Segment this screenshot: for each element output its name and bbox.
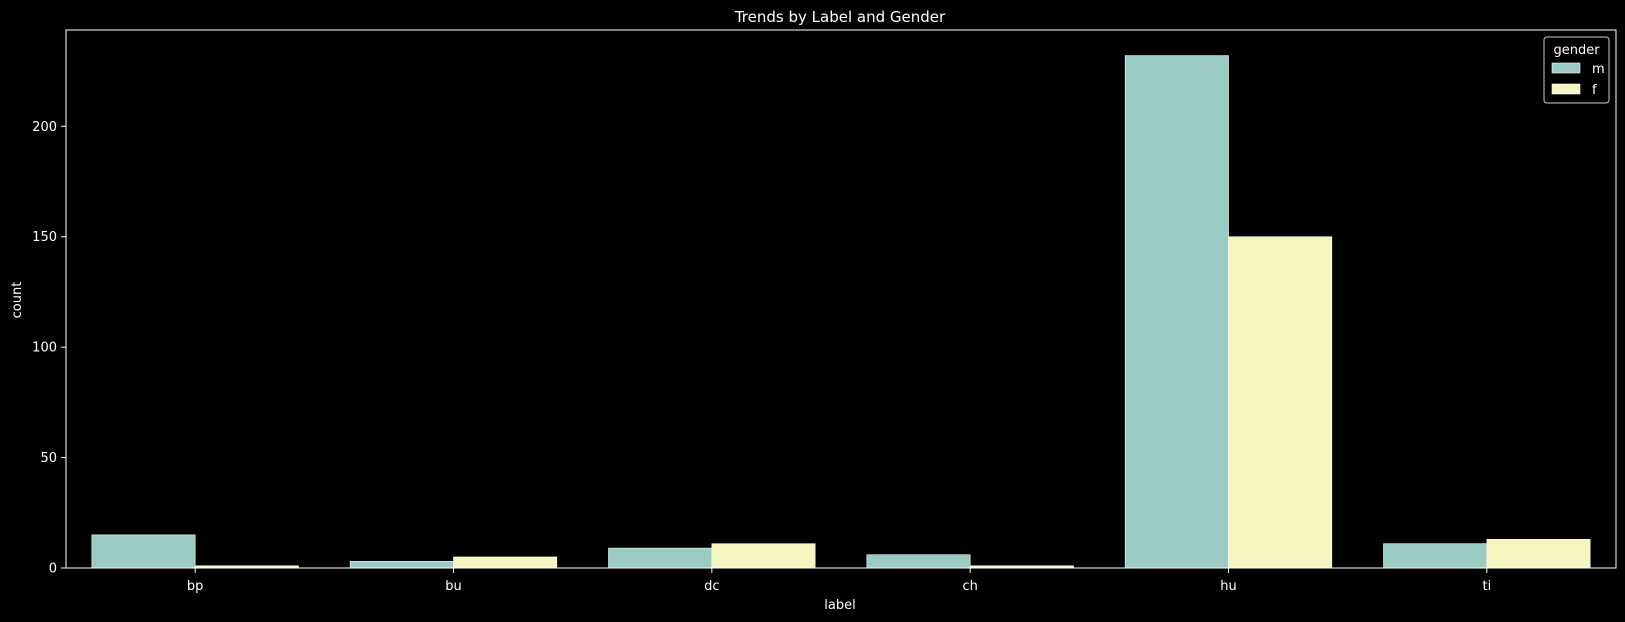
bar-f-dc [711,543,816,569]
bar-m-bu [349,561,454,569]
legend-swatch-f [1551,83,1581,95]
plot-area: 0 50 100 150 200 bp bu dc ch hu ti [32,29,1617,594]
x-axis-label: label [824,598,855,613]
bar-m-dc [608,547,713,569]
x-tick-label: ch [962,579,977,594]
bar-m-bp [91,534,196,569]
plot-frame [65,29,1617,569]
bar-m-hu [1124,55,1229,569]
legend-swatch-m [1551,62,1581,74]
bar-f-ti [1486,538,1591,569]
legend: gender mf [1543,36,1610,104]
y-tick-label: 0 [49,562,57,577]
y-tick-label: 50 [40,451,57,466]
bar-m-ch [866,554,971,569]
bar-m-ti [1383,543,1488,569]
y-axis-label: count [10,282,25,319]
bar-f-bu [453,556,558,569]
x-tick-label: bp [187,579,204,594]
y-tick-label: 200 [32,120,57,135]
x-tick-label: bu [445,579,462,594]
x-tick-label: ti [1482,579,1491,594]
legend-label-m: m [1592,62,1605,77]
chart-title: Trends by Label and Gender [734,8,946,26]
bar-f-hu [1228,236,1333,569]
y-tick-label: 150 [32,230,57,245]
x-tick-label: dc [704,579,719,594]
legend-title: gender [1553,43,1600,58]
legend-label-f: f [1592,83,1597,98]
x-tick-label: hu [1220,579,1236,594]
y-tick-label: 100 [32,341,57,356]
